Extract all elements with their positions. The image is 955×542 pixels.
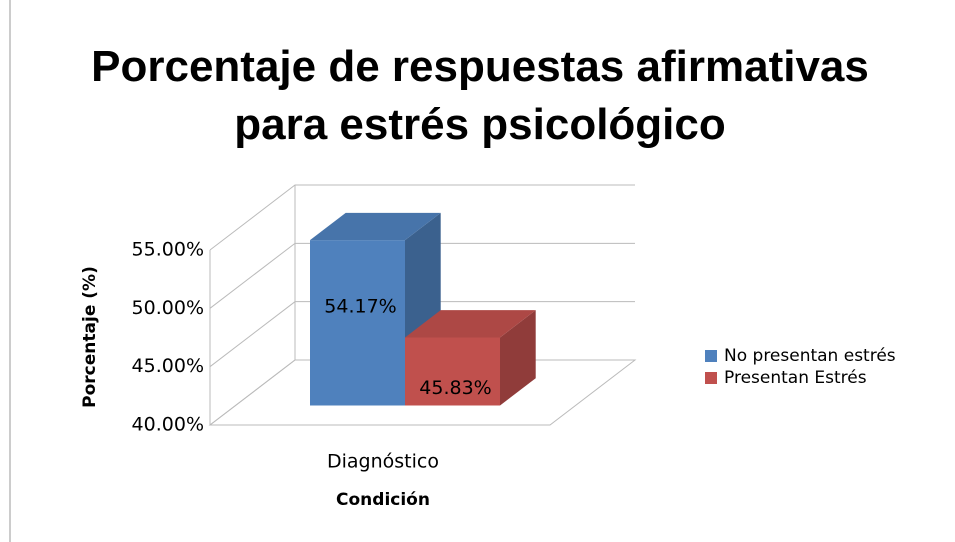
data-label: 45.83% [419,377,491,399]
legend-swatch [705,372,717,384]
chart-title: Porcentaje de respuestas afirmativas par… [91,42,869,149]
grid-line [209,184,635,251]
y-tick-label: 45.00% [132,355,204,377]
x-axis-title: Condición [336,490,430,510]
bar-front [310,240,405,406]
bar-top [310,212,441,241]
bar-top [405,310,536,338]
bar [405,310,536,406]
y-tick-label: 50.00% [132,297,204,319]
legend-swatch [705,350,717,362]
x-tick-label: Diagnóstico [327,451,439,473]
y-axis-title: Porcentaje (%) [80,266,100,408]
legend-label: No presentan estrés [724,346,896,366]
bar-side [500,310,536,406]
data-label: 54.17% [324,296,396,318]
y-tick-label: 40.00% [132,414,204,436]
grid-line [209,242,635,309]
legend-label: Presentan Estrés [724,368,867,388]
grid-line [209,301,635,368]
bar-front [405,337,500,406]
y-tick-label: 55.00% [132,239,204,261]
